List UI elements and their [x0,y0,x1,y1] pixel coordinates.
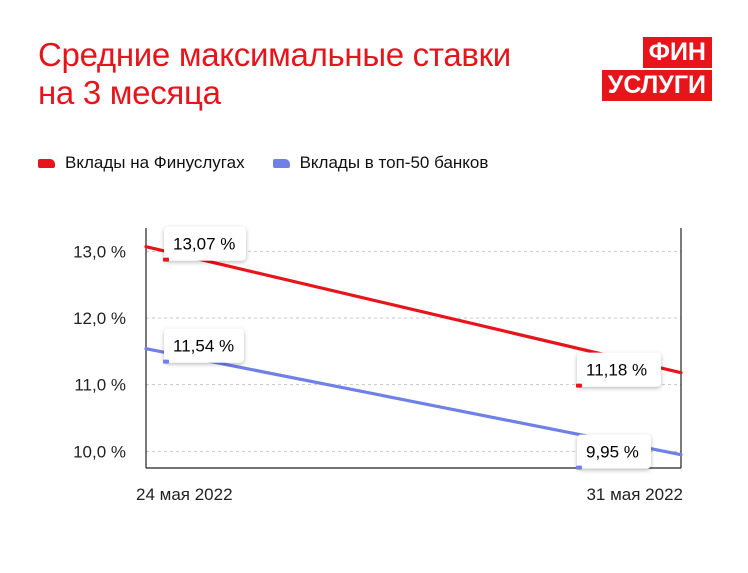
y-tick-label: 11,0 % [74,376,126,395]
data-label-box [164,226,246,261]
chart-title-line-1: Средние максимальные ставки [38,36,511,73]
data-label-marker [576,383,582,388]
data-label-marker [163,359,169,364]
logo-line-2: УСЛУГИ [601,70,712,101]
chart-title-line-2: на 3 месяца [38,74,221,111]
legend-item-finuslugi: Вклады на Финуслугах [38,153,245,173]
data-label: 13,07 % [173,235,235,254]
data-label-box [577,352,661,387]
y-tick-label: 10,0 % [73,442,126,461]
legend-label-top50: Вклады в топ-50 банков [299,153,489,172]
logo-line-1: ФИН [642,37,712,68]
data-label-box [577,434,651,469]
data-label-box [164,328,244,363]
series-line-1 [144,245,683,375]
legend-swatch-finuslugi [38,158,55,168]
chart-legend: Вклады на Финуслугах Вклады в топ-50 бан… [38,153,516,173]
y-tick-label: 12,0 % [73,309,126,328]
x-tick-label: 31 мая 2022 [586,485,683,504]
data-label-marker [576,465,582,470]
data-label: 9,95 % [586,443,639,462]
chart-title: Средние максимальные ставки на 3 месяца [38,36,511,112]
data-label-marker [163,257,169,262]
legend-label-finuslugi: Вклады на Финуслугах [65,153,245,172]
legend-item-top50: Вклады в топ-50 банков [272,153,489,173]
data-label: 11,54 % [173,337,234,356]
finuslugi-logo: ФИН УСЛУГИ [601,37,712,101]
y-tick-label: 13,0 % [73,242,126,261]
x-tick-label: 24 мая 2022 [136,485,233,504]
legend-swatch-top50 [272,158,290,168]
data-label: 11,18 % [586,361,647,380]
